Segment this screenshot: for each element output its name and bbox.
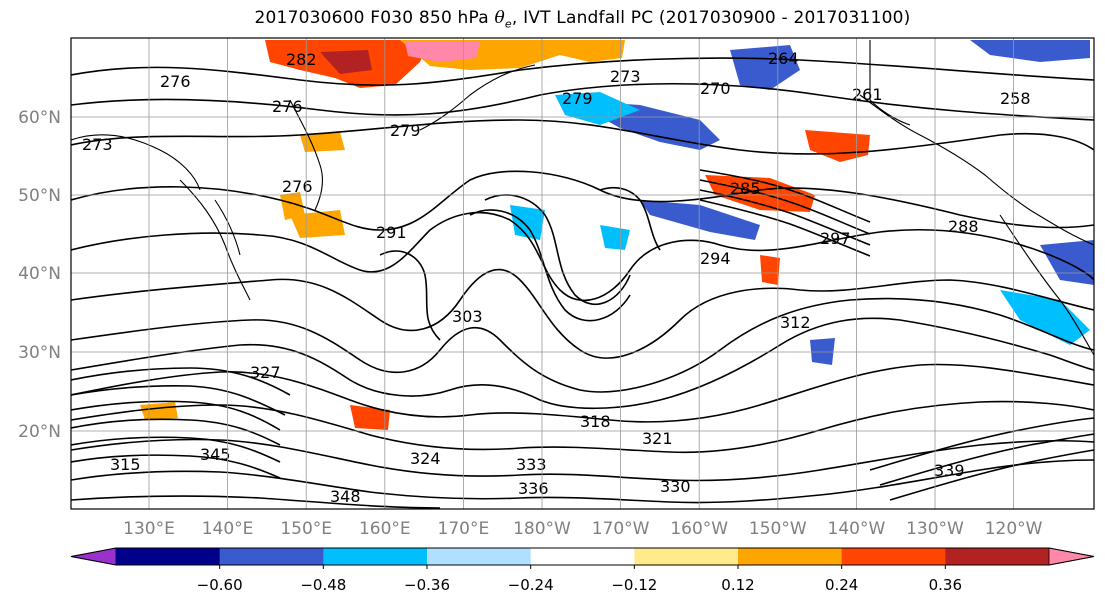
contour-label: 270 [700, 79, 731, 98]
longitude-labels: 130°E 140°E 150°E 160°E 170°E 180°W 170°W 160°W… [123, 519, 1043, 539]
shade-pink-north-pacific [405, 42, 480, 62]
lon-label: 140°E [202, 519, 254, 539]
colorbar-tick-label: 0.24 [825, 576, 858, 594]
lat-label: 30°N [18, 343, 61, 363]
colorbar-tick-label: −0.36 [404, 576, 450, 594]
contour-label: 324 [410, 449, 441, 468]
contour-label: 279 [390, 121, 421, 140]
contour-label: 318 [580, 412, 611, 431]
shade-red-subtropics [350, 405, 390, 430]
colorbar-bin [427, 548, 532, 565]
contour-label: 333 [516, 455, 547, 474]
colorbar-bin [530, 548, 635, 565]
lon-label: 130°W [906, 519, 964, 539]
colorbar-tick-label: −0.12 [611, 576, 657, 594]
map-title: 2017030600 F030 850 hPa θe, IVT Landfall… [254, 8, 911, 31]
contour-label: 282 [286, 50, 317, 69]
colorbar-outline [70, 547, 1095, 566]
shade-orange-japan [280, 192, 305, 220]
lon-label: 160°W [670, 519, 728, 539]
contour-label: 273 [82, 135, 113, 154]
contour-label: 303 [452, 307, 483, 326]
colorbar-extend-low [70, 547, 117, 566]
contour-label: 315 [110, 455, 141, 474]
contour-label-layer: 282 276 273 279 276 273 270 264 261 258 … [82, 49, 1031, 506]
contour-label: 285 [730, 179, 761, 198]
lon-label: 160°E [359, 519, 411, 539]
lon-label: 150°E [280, 519, 332, 539]
contour-label: 279 [562, 89, 593, 108]
contour-label: 276 [160, 72, 191, 91]
coastlines [71, 40, 1094, 356]
contour-label: 348 [330, 487, 361, 506]
contour-label: 276 [282, 177, 313, 196]
shade-cyan-south [600, 225, 630, 250]
contour-label: 327 [250, 363, 281, 382]
contour-label: 339 [934, 461, 965, 480]
colorbar-bin [738, 548, 843, 565]
shade-blue-gulf-band [640, 200, 760, 240]
shade-orange-kuroshio [290, 210, 345, 238]
colorbar-bin [116, 548, 221, 565]
lon-label: 140°W [828, 519, 886, 539]
contour-label: 336 [518, 479, 549, 498]
shade-darkred-north-pacific [320, 50, 372, 74]
shade-orange-subtropics [140, 402, 178, 420]
contour-label: 330 [660, 477, 691, 496]
contour-label: 345 [200, 445, 231, 464]
contour-label: 261 [852, 85, 883, 104]
shade-blue-subtropics [810, 338, 835, 365]
shade-orange-ak-south [760, 255, 780, 285]
contour-label: 273 [610, 67, 641, 86]
colorbar: −0.60 −0.48 −0.36 −0.24 −0.12 0.12 0.24 0.36 [70, 547, 1095, 594]
shade-blue-alaska [730, 45, 800, 90]
map-frame [70, 37, 1095, 510]
lat-label: 40°N [18, 264, 61, 284]
contour-label: 297 [820, 229, 851, 248]
colorbar-tick-label: 0.12 [721, 576, 754, 594]
lon-label: 170°E [438, 519, 490, 539]
colorbar-tick-label: −0.48 [300, 576, 346, 594]
lat-label: 20°N [18, 422, 61, 442]
contour-label: 321 [642, 429, 673, 448]
contour-label: 276 [272, 97, 303, 116]
shade-blue-east-pacific [970, 40, 1090, 62]
graticule [71, 38, 1094, 509]
contour-label: 312 [780, 313, 811, 332]
colorbar-bin [634, 548, 739, 565]
colorbar-bin [219, 548, 324, 565]
lon-label: 170°W [592, 519, 650, 539]
latitude-labels: 60°N 50°N 40°N 30°N 20°N [18, 108, 61, 442]
contour-label: 288 [948, 217, 979, 236]
colorbar-tick-label: −0.24 [508, 576, 554, 594]
shade-orange-kamchatka [300, 132, 345, 152]
shade-cyan-west-coast [1000, 290, 1090, 345]
contour-label: 291 [376, 223, 407, 242]
colorbar-bin [323, 548, 428, 565]
lon-label: 120°W [985, 519, 1043, 539]
colorbar-tick-label: 0.36 [929, 576, 962, 594]
contour-label: 294 [700, 249, 731, 268]
colorbar-bin [945, 548, 1050, 565]
lon-label: 180°W [513, 519, 571, 539]
contour-label: 264 [768, 49, 799, 68]
contour-label: 258 [1000, 89, 1031, 108]
colorbar-bin [841, 548, 946, 565]
lat-label: 50°N [18, 186, 61, 206]
colorbar-extend-high [1048, 547, 1095, 566]
lon-label: 130°E [123, 519, 175, 539]
theta-e-contours [71, 57, 1094, 509]
lon-label: 150°W [749, 519, 807, 539]
lat-label: 60°N [18, 108, 61, 128]
shade-orange-gulf [805, 130, 870, 162]
shade-cyan-central [510, 205, 545, 240]
colorbar-tick-label: −0.60 [197, 576, 243, 594]
